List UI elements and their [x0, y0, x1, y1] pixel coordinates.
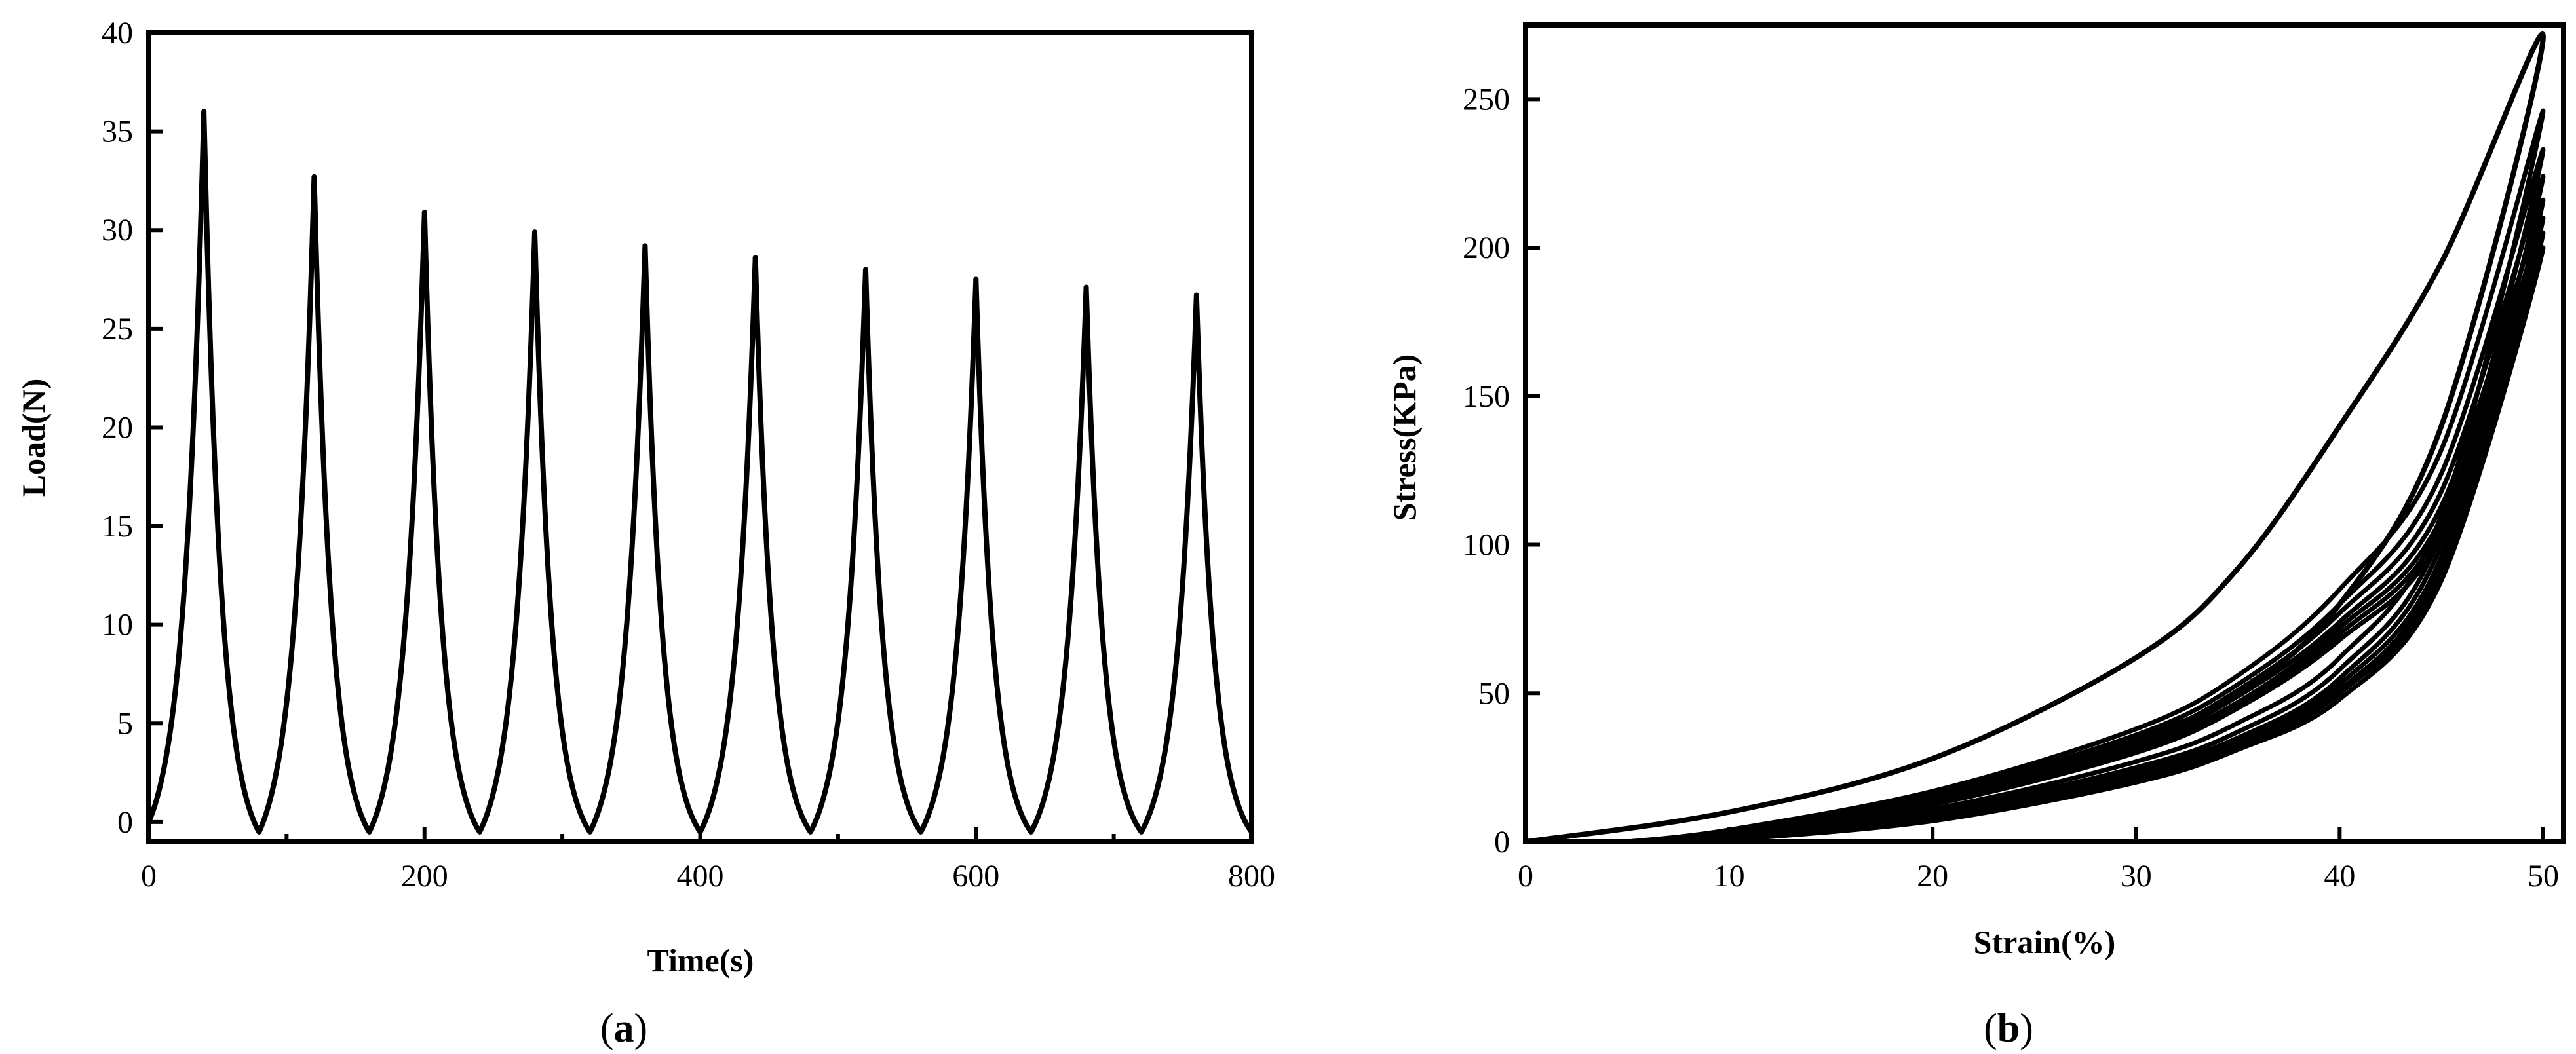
- peak-point-1: [201, 109, 207, 115]
- caption-letter: a: [614, 1006, 634, 1051]
- x-tick-label: 40: [2324, 859, 2355, 894]
- y-tick-label: 150: [1463, 379, 1510, 414]
- peak-point-6: [752, 255, 758, 261]
- x-tick-label: 30: [2121, 859, 2152, 894]
- x-tick-label: 50: [2528, 859, 2559, 894]
- peak-point-2: [311, 174, 317, 179]
- panel-b-stress-strain-chart: 0 10 20 30 40 50 0 50 100 150 200 250 Strain(%) Stres…: [1386, 22, 2566, 1051]
- panel-caption: (a): [600, 1006, 647, 1051]
- plot-frame: [146, 30, 1254, 844]
- peak-point-10: [1193, 292, 1199, 298]
- x-tick-label: 200: [401, 859, 448, 894]
- y-tick-label: 200: [1463, 231, 1510, 265]
- x-axis-title: Time(s): [647, 942, 754, 979]
- y-tick-label: 40: [102, 16, 133, 50]
- x-tick-label: 800: [1228, 859, 1275, 894]
- x-tick-label: 0: [141, 859, 157, 894]
- caption-close-paren: ): [634, 1006, 648, 1051]
- y-tick-label: 10: [102, 608, 133, 643]
- peak-point-3: [421, 210, 427, 216]
- load-series-line: [149, 109, 1252, 835]
- y-tick-label: 25: [102, 312, 133, 347]
- peak-point-9: [1083, 284, 1089, 290]
- caption-letter: b: [1997, 1006, 2020, 1051]
- y-tick-label: 100: [1463, 528, 1510, 563]
- peak-point-4: [532, 229, 538, 235]
- stress-strain-cycle-2: [1624, 108, 2546, 842]
- stress-strain-cycle-4: [1645, 174, 2546, 842]
- peak-point-7: [862, 267, 868, 273]
- x-tick-label: 0: [1518, 859, 1533, 894]
- x-tick-label: 20: [1917, 859, 1948, 894]
- peak-point-5: [642, 243, 648, 249]
- y-tick-label: 15: [102, 509, 133, 544]
- plot-frame: [1523, 22, 2566, 844]
- y-axis-title: Load(N): [15, 379, 52, 497]
- y-tick-label: 0: [117, 805, 133, 840]
- series-group: [1526, 31, 2546, 842]
- y-tick-label: 20: [102, 410, 133, 445]
- x-tick-label: 400: [677, 859, 724, 894]
- x-tick-label: 600: [952, 859, 999, 894]
- caption-close-paren: ): [2020, 1006, 2033, 1051]
- y-tick-label: 0: [1494, 825, 1510, 859]
- y-tick-label: 250: [1463, 82, 1510, 117]
- stress-strain-cycle-8: [1676, 245, 2546, 842]
- panel-caption: (b): [1984, 1006, 2033, 1051]
- stress-strain-cycle-3: [1645, 147, 2546, 842]
- y-tick-label: 50: [1478, 676, 1510, 711]
- y-tick-label: 30: [102, 213, 133, 248]
- caption-open-paren: (: [1984, 1006, 1997, 1051]
- y-axis-title: Stress(KPa): [1386, 354, 1423, 521]
- y-tick-label: 5: [117, 706, 133, 741]
- panel-a-load-time-chart: 0 200 400 600 800 0 5 10 15 20 25 30 35 40 Time(s) Load…: [15, 16, 1275, 1051]
- stress-strain-cycle-1: [1526, 31, 2546, 842]
- peak-point-8: [973, 276, 979, 282]
- x-axis-title: Strain(%): [1974, 924, 2116, 960]
- series-group: [149, 109, 1252, 835]
- caption-open-paren: (: [600, 1006, 614, 1051]
- x-tick-label: 10: [1714, 859, 1745, 894]
- y-tick-label: 35: [102, 115, 133, 149]
